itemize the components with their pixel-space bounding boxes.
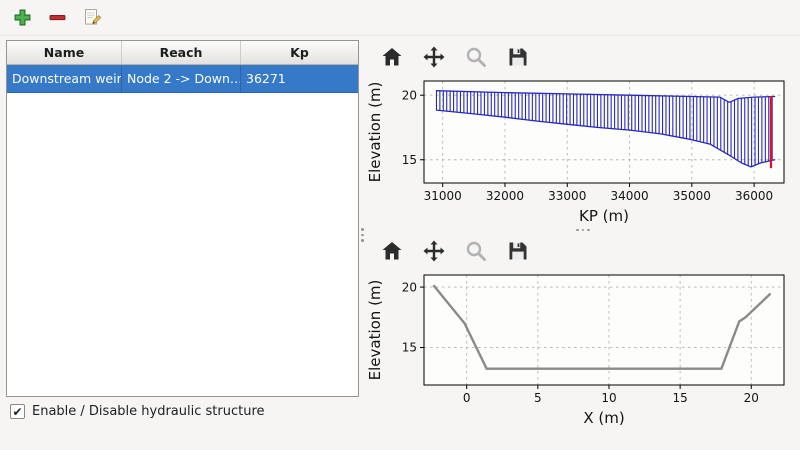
svg-text:20: 20	[402, 280, 417, 294]
plot2-pan-button[interactable]	[420, 238, 447, 265]
svg-text:KP (m): KP (m)	[579, 207, 629, 225]
svg-text:20: 20	[402, 88, 417, 102]
longitudinal-profile-panel: 31000 32000 33000 34000 35000 36000 15 20 KP (m)…	[366, 40, 800, 226]
plus-icon	[14, 9, 30, 26]
column-header-reach[interactable]: Reach	[122, 41, 241, 64]
structures-table: Name Reach Kp Downstream weir Node 2 -> …	[6, 40, 359, 397]
home-icon	[382, 242, 401, 260]
magnifier-icon	[466, 241, 486, 261]
splitter-dot	[361, 233, 364, 237]
svg-text:34000: 34000	[610, 189, 648, 203]
column-header-name[interactable]: Name	[7, 41, 122, 64]
svg-text:0: 0	[463, 391, 471, 405]
plot1-home-button[interactable]	[378, 44, 405, 71]
pencil-edit-icon	[84, 9, 101, 25]
table-row-selected[interactable]: Downstream weir Node 2 -> Down… 36271	[7, 65, 358, 93]
svg-text:Elevation (m): Elevation (m)	[366, 280, 384, 381]
splitter-dot	[581, 228, 585, 232]
svg-text:5: 5	[534, 391, 542, 405]
svg-text:31000: 31000	[424, 189, 462, 203]
pan-arrows-icon	[423, 240, 444, 262]
cell-structure-name: Downstream weir	[7, 65, 122, 92]
remove-structure-button[interactable]	[44, 5, 70, 31]
plot1-save-button[interactable]	[504, 44, 531, 71]
plot1-zoom-button[interactable]	[462, 44, 489, 71]
home-icon	[382, 48, 401, 66]
splitter-dot	[361, 228, 364, 231]
table-header-row: Name Reach Kp	[7, 41, 358, 65]
svg-text:Elevation (m): Elevation (m)	[366, 82, 384, 183]
svg-text:35000: 35000	[673, 189, 711, 203]
enable-structure-row: ✔ Enable / Disable hydraulic structure	[10, 404, 265, 419]
splitter-dot	[361, 239, 364, 242]
plot1-pan-button[interactable]	[420, 44, 447, 71]
save-floppy-icon	[509, 242, 526, 260]
plot2-save-button[interactable]	[504, 238, 531, 265]
splitter-dot	[576, 228, 579, 232]
cell-structure-reach: Node 2 -> Down…	[122, 65, 241, 92]
splitter-handle-vertical[interactable]	[359, 40, 366, 430]
svg-text:15: 15	[402, 341, 417, 355]
main-toolbar	[0, 0, 800, 36]
plot2-toolbar	[366, 234, 800, 268]
svg-text:10: 10	[601, 391, 616, 405]
enable-structure-label: Enable / Disable hydraulic structure	[32, 404, 265, 419]
svg-text:36000: 36000	[735, 189, 773, 203]
check-icon: ✔	[12, 404, 23, 419]
svg-text:20: 20	[744, 391, 759, 405]
svg-text:33000: 33000	[548, 189, 586, 203]
svg-text:15: 15	[672, 391, 687, 405]
svg-text:X (m): X (m)	[583, 409, 624, 427]
splitter-dot	[587, 228, 590, 232]
enable-structure-checkbox[interactable]: ✔	[10, 404, 25, 419]
svg-text:32000: 32000	[486, 189, 524, 203]
save-floppy-icon	[509, 48, 526, 66]
minus-icon	[49, 15, 65, 21]
column-header-kp[interactable]: Kp	[290, 45, 309, 60]
cross-section-chart[interactable]: 0 5 10 15 20 15 20 X (m) Elevation (m)	[366, 268, 796, 428]
magnifier-icon	[466, 47, 486, 67]
add-structure-button[interactable]	[9, 5, 35, 31]
plot2-zoom-button[interactable]	[462, 238, 489, 265]
plot1-toolbar	[366, 40, 800, 74]
splitter-handle-horizontal[interactable]	[366, 226, 800, 234]
cell-structure-kp: 36271	[246, 71, 286, 86]
plot2-home-button[interactable]	[378, 238, 405, 265]
edit-structure-button[interactable]	[79, 5, 105, 31]
cross-section-panel: 0 5 10 15 20 15 20 X (m) Elevation (m)	[366, 234, 800, 428]
svg-text:15: 15	[402, 153, 417, 167]
longitudinal-profile-chart[interactable]: 31000 32000 33000 34000 35000 36000 15 20 KP (m)…	[366, 74, 796, 226]
pan-arrows-icon	[423, 46, 444, 68]
